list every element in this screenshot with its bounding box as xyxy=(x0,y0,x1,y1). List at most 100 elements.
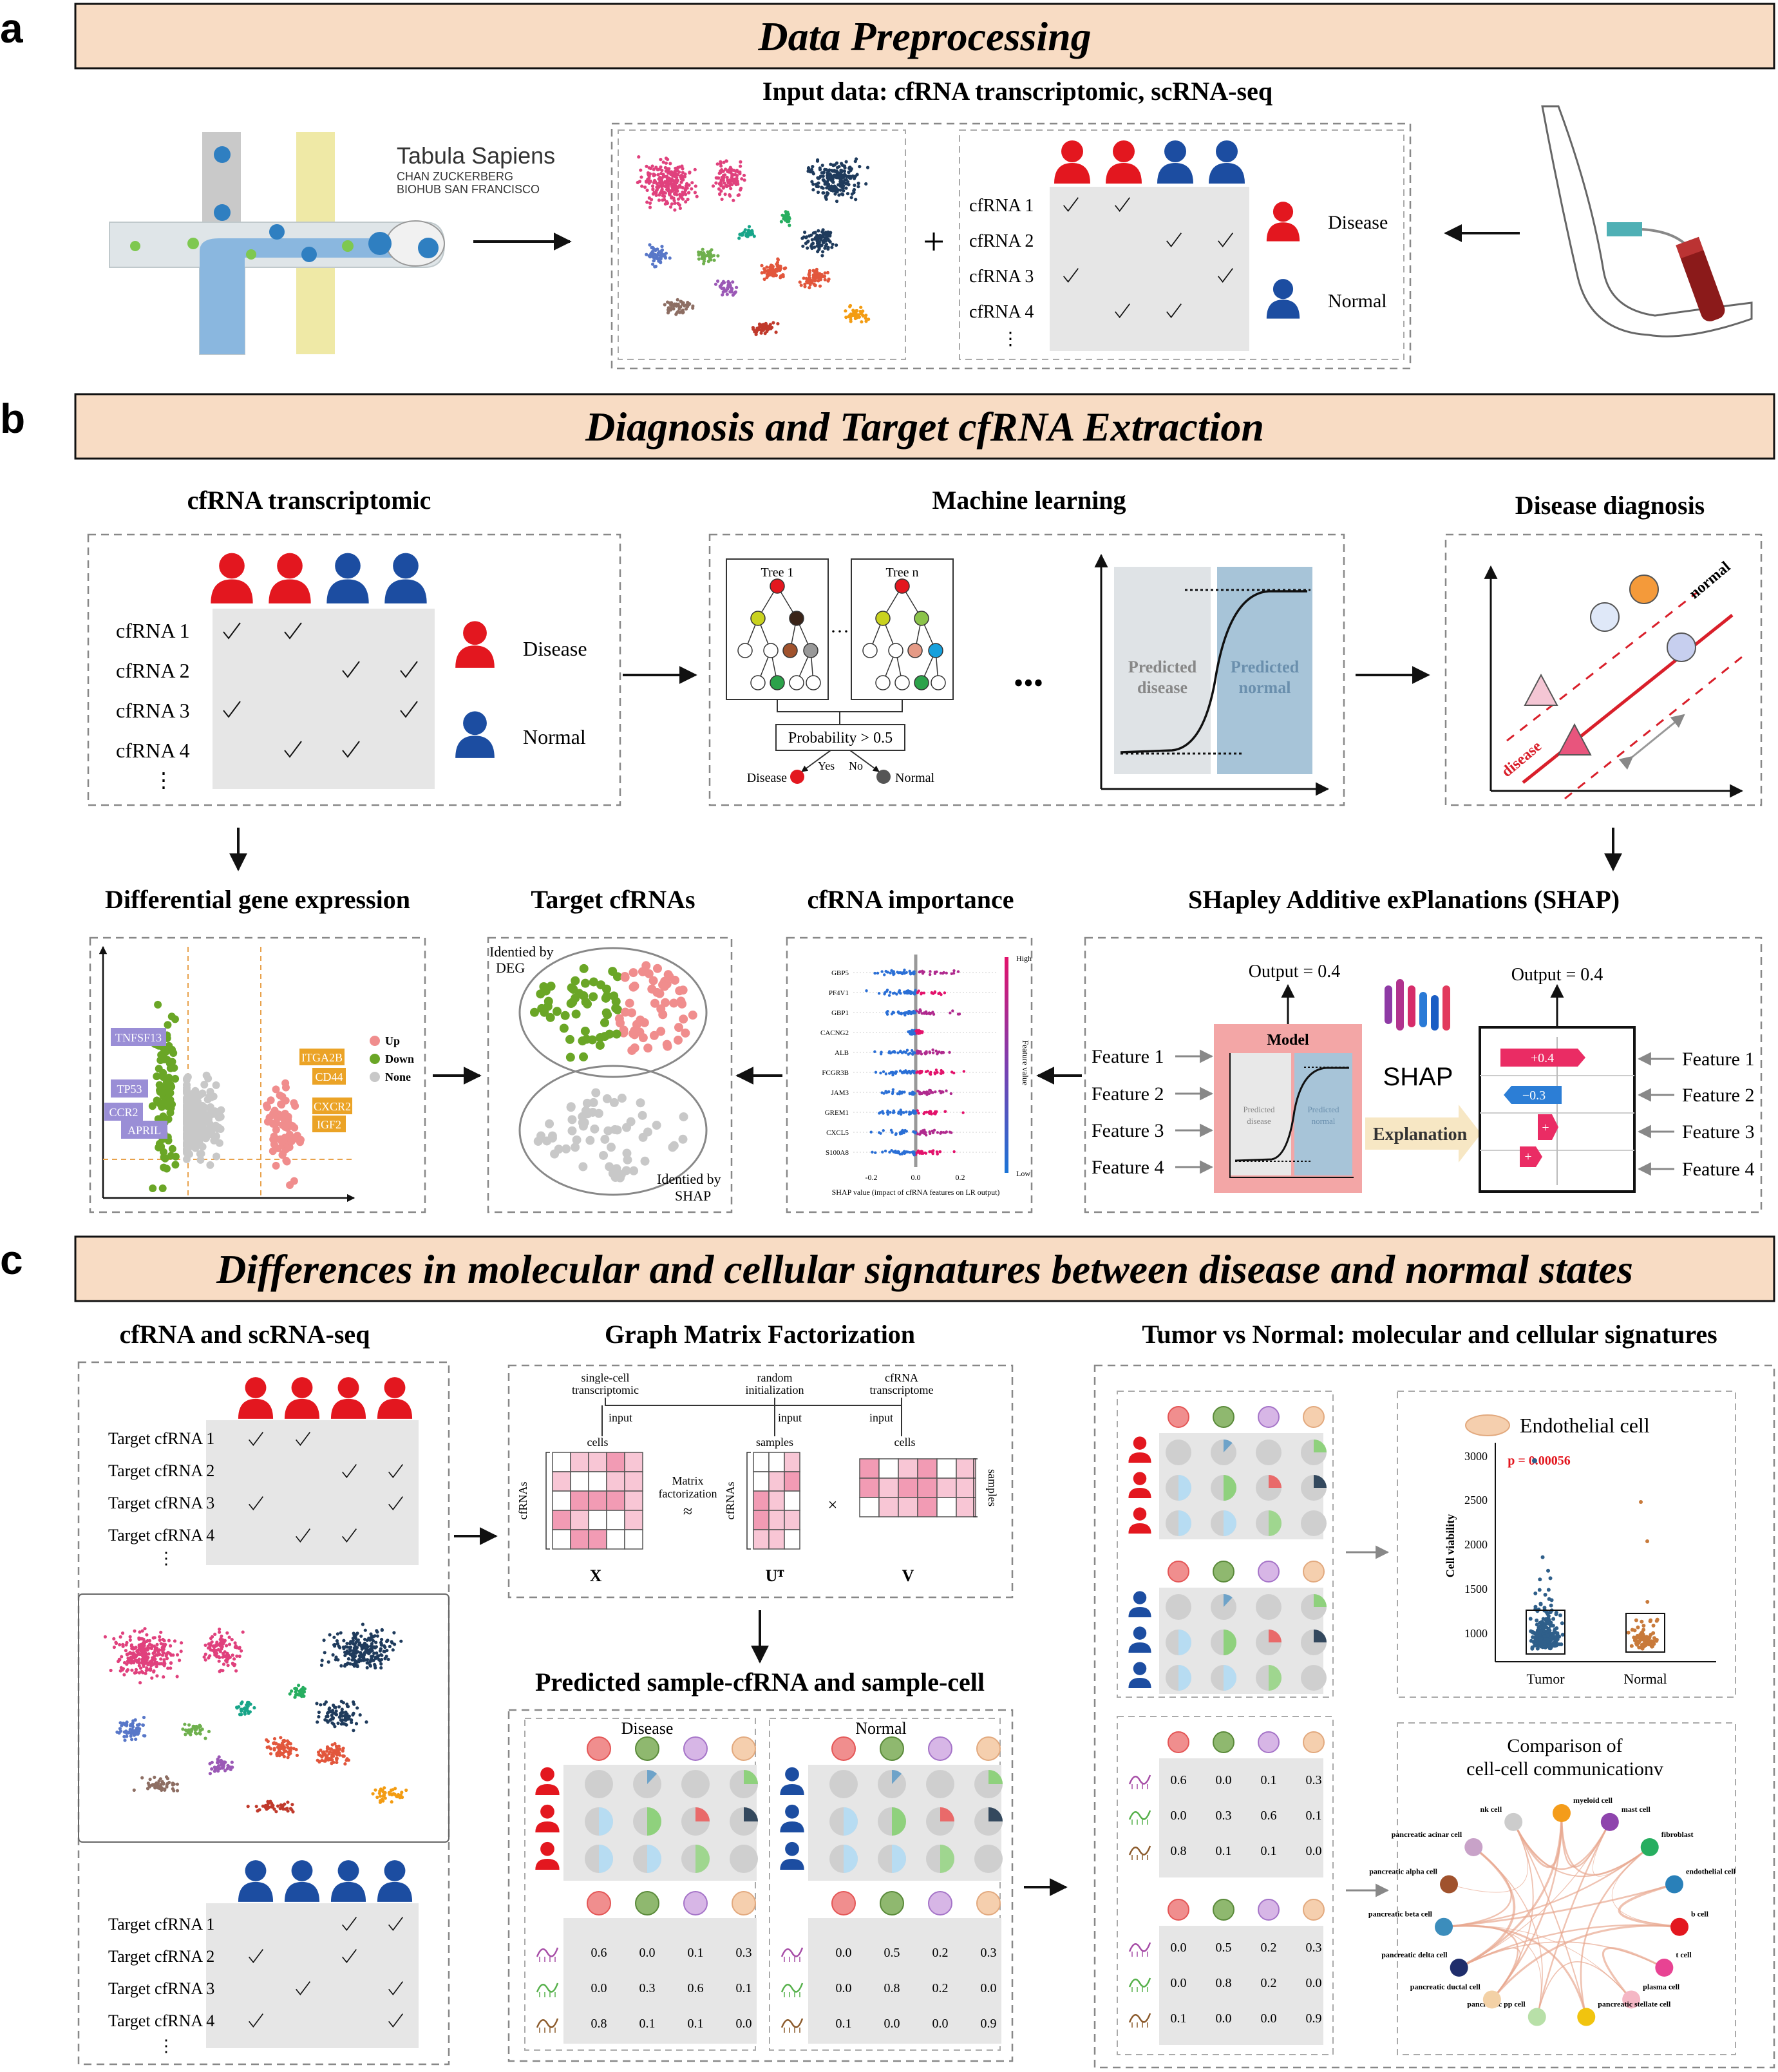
target-bot-row-2: Target cfRNA 2 xyxy=(108,1947,214,1966)
pred-normal-box xyxy=(769,1718,1001,2051)
diag-box xyxy=(1444,533,1763,806)
tvn-value-cell: 0.0 xyxy=(1171,1941,1187,1955)
microfluidic-illustration xyxy=(109,132,446,355)
tvn-value-cell: 0.3 xyxy=(1306,1773,1322,1787)
tree-1-label: Tree 1 xyxy=(761,566,794,580)
tsne-plot-c xyxy=(103,1622,408,1814)
deg-gene-left-2: TP53 xyxy=(117,1083,142,1096)
no-label: No xyxy=(849,759,863,772)
target-top-row-4: Target cfRNA 4 xyxy=(108,1526,214,1544)
target-bot-row-1: Target cfRNA 1 xyxy=(108,1915,214,1934)
tvn-matrices: 0.6 0.0 0.1 0.3 0.0 0.3 0.6 0.1 0.8 0.1 0.1 0.0 0.0 0… xyxy=(1128,1406,1327,2045)
tvn-value-cell: 0.6 xyxy=(1171,1773,1187,1787)
shap-output-left: Output = 0.4 xyxy=(1249,962,1341,982)
gmf-input-lines xyxy=(601,1398,902,1436)
comm-node xyxy=(1640,1838,1659,1856)
endo-boxplot xyxy=(1495,1443,1716,1662)
ml-box xyxy=(708,533,1345,806)
endo-ytick-3: 2000 xyxy=(1464,1538,1488,1551)
input-data-box xyxy=(610,122,1412,370)
deg-gene-left-1: TNFSF13 xyxy=(115,1031,162,1044)
endo-ylabel: Cell viability xyxy=(1444,1514,1457,1578)
shap-feature-in-4: Feature 4 xyxy=(1092,1157,1164,1178)
shap-model-pn-2: normal xyxy=(1312,1116,1336,1126)
gmf-top-1a: single-cell xyxy=(582,1371,630,1384)
gmf-top-3b: transcriptome xyxy=(870,1383,934,1396)
disease-outcome-dot xyxy=(790,770,804,784)
shap-model-pd-1: Predicted xyxy=(1243,1105,1275,1114)
yes-label: Yes xyxy=(818,759,835,772)
venn-points xyxy=(529,961,697,1183)
pred-disease-l2: disease xyxy=(1137,678,1187,697)
importance-gene-label: PF4V1 xyxy=(829,989,849,997)
importance-feature-value: Feature value xyxy=(1021,1040,1030,1086)
comm-node xyxy=(1577,2008,1596,2026)
cfrna-table-box-a xyxy=(959,129,1404,360)
target-table-bot-shade xyxy=(206,1903,419,2048)
shap-explanation-arrow xyxy=(1365,1105,1481,1163)
plus-sign: + xyxy=(923,220,945,263)
deg-legend-none: None xyxy=(385,1070,411,1083)
deg-legend-up-dot xyxy=(370,1036,380,1046)
shap-input-arrows xyxy=(1175,1049,1214,1174)
tvn-value-cell: 0.1 xyxy=(1306,1809,1322,1823)
tvn-value-cell: 0.9 xyxy=(1306,2011,1322,2026)
tvn-value-cell: 0.1 xyxy=(1261,1773,1277,1787)
endo-title: Endothelial cell xyxy=(1520,1414,1650,1437)
endo-cell-icon xyxy=(1465,1414,1510,1436)
cfrna-a-ellipsis: ⋮ xyxy=(1001,329,1019,349)
cfrna-table-b-shade xyxy=(213,609,435,789)
pred-disease-l1: Predicted xyxy=(1128,658,1197,676)
tvn-value-cell: 0.5 xyxy=(1216,1941,1232,1955)
input-data-title: Input data: cfRNA transcriptomic, scRNA-… xyxy=(762,77,1272,106)
comm-node-label: pancreatic beta cell xyxy=(1368,1910,1433,1919)
venn-shap-l2: SHAP xyxy=(675,1188,711,1204)
gmf-V: V xyxy=(902,1566,914,1585)
people-row-b xyxy=(211,553,427,604)
decision-trees xyxy=(737,578,946,690)
diag-title: Disease diagnosis xyxy=(1515,491,1705,520)
comm-node xyxy=(1527,2008,1546,2026)
shap-output-arrows-right xyxy=(1637,1052,1674,1176)
importance-gene-label: CXCL5 xyxy=(826,1129,849,1137)
shap-logo-icon xyxy=(1385,979,1450,1031)
comm-node xyxy=(1655,1959,1674,1977)
comm-node-label: pancreatic ductal cell xyxy=(1410,1982,1481,1991)
tvn-value-cell: 0.0 xyxy=(1216,2011,1232,2026)
importance-tick-3: 0.2 xyxy=(956,1173,965,1182)
pred-value-cell: 0.0 xyxy=(836,1981,852,1995)
people-row-c-bot xyxy=(238,1860,413,1902)
tvn-title: Tumor vs Normal: molecular and cellular … xyxy=(1142,1320,1717,1349)
deg-legend-none-dot xyxy=(370,1072,380,1082)
shap-model-pn-1: Predicted xyxy=(1307,1105,1339,1114)
endo-ytick-4: 1500 xyxy=(1464,1583,1488,1595)
probability-label: Probability > 0.5 xyxy=(788,730,893,746)
importance-gene-label: GBP5 xyxy=(831,969,849,977)
comm-node-label: pancreatic alpha cell xyxy=(1369,1867,1437,1876)
deg-title: Differential gene expression xyxy=(105,885,410,914)
tvn-value-cell: 0.0 xyxy=(1306,1976,1322,1990)
comm-node-label: plasma cell xyxy=(1643,1982,1680,1991)
pred-matrices: 0.6 0.0 0.1 0.3 0.0 0.3 0.6 0.1 0.8 0.1 0.1 0.0 0.0 0… xyxy=(535,1736,1003,2044)
importance-box xyxy=(786,936,1033,1213)
target-top-row-1: Target cfRNA 1 xyxy=(108,1429,214,1448)
comm-node xyxy=(1504,1812,1523,1831)
comm-node-label: fibroblast xyxy=(1661,1830,1694,1839)
comm-title-2: cell-cell communicationv xyxy=(1466,1758,1663,1780)
comm-node xyxy=(1435,1917,1453,1936)
banner-a-text: Data Preprocessing xyxy=(757,14,1091,59)
deg-gene-labels-right xyxy=(299,1049,352,1132)
tvn-value-cell: 0.1 xyxy=(1171,2011,1187,2026)
tvn-value-cell: 0.6 xyxy=(1261,1809,1277,1823)
shap-model-plot-bg xyxy=(1230,1053,1291,1175)
shap-bar-4-label: + xyxy=(1524,1150,1531,1164)
panel-letter-a: a xyxy=(0,5,23,52)
shap-feature-in-3: Feature 3 xyxy=(1092,1120,1164,1141)
importance-gene-label: ALB xyxy=(835,1049,849,1057)
gmf-input-1: input xyxy=(609,1411,632,1424)
target-title: Target cfRNAs xyxy=(531,885,695,914)
panel-letter-b: b xyxy=(0,395,25,442)
shap-explanation-label: Explanation xyxy=(1373,1125,1468,1145)
comm-node xyxy=(1670,1917,1688,1936)
venn-deg-l1: Identied by xyxy=(489,944,554,960)
